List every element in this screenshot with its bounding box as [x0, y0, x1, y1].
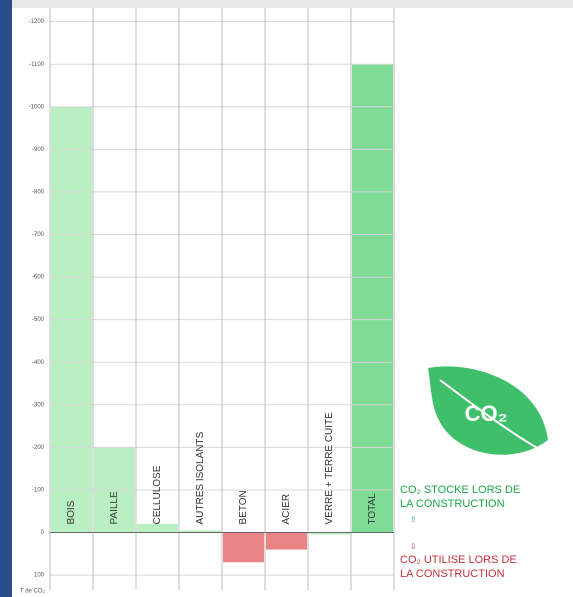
top-edge: [12, 0, 573, 8]
y-tick-label: -200: [32, 445, 45, 451]
y-tick-label: -800: [32, 190, 45, 196]
leaf-vein: [439, 379, 553, 457]
y-tick-label: 0: [41, 530, 45, 536]
leaf: [428, 366, 548, 455]
y-axis-label: T de CO₂: [20, 589, 46, 595]
bar: [352, 64, 393, 533]
y-tick-label: -900: [32, 147, 45, 153]
category-label: BETON: [238, 490, 249, 524]
legend-text: LA CONSTRUCTION: [400, 498, 505, 510]
legend-text: CO₂ STOCKE LORS DE: [400, 484, 520, 496]
y-tick-label: -500: [32, 317, 45, 323]
legend-text: CO₂ UTILISE LORS DE: [400, 554, 517, 566]
category-label: BOIS: [66, 500, 77, 524]
left-edge: [0, 0, 12, 597]
category-label: TOTAL: [367, 493, 378, 525]
y-tick-label: -1000: [29, 104, 45, 110]
bar: [223, 532, 264, 563]
category-label: AUTRES ISOLANTS: [195, 431, 206, 524]
bar: [309, 532, 350, 535]
leaf-icon: CO₂: [428, 366, 553, 457]
legend-arrow: ⇩: [410, 542, 417, 551]
y-tick-label: -100: [32, 488, 45, 494]
category-label: CELLULOSE: [152, 465, 163, 524]
legend-text: LA CONSTRUCTION: [400, 568, 505, 580]
y-tick-label: -1100: [29, 62, 45, 68]
bar: [266, 532, 307, 550]
y-tick-label: 100: [34, 573, 45, 579]
y-tick-label: -300: [32, 402, 45, 408]
badge: CO₂: [465, 401, 508, 426]
y-tick-label: -600: [32, 275, 45, 281]
category-label: PAILLE: [109, 491, 120, 524]
category-label: ACIER: [281, 494, 292, 525]
y-tick-label: -1200: [29, 19, 45, 25]
y-tick-label: -700: [32, 232, 45, 238]
bar: [180, 530, 221, 533]
category-label: VERRE + TERRE CUITE: [324, 412, 335, 525]
legend-arrow: ⇧: [410, 515, 417, 524]
y-tick-label: -400: [32, 360, 45, 366]
bar: [137, 524, 178, 533]
